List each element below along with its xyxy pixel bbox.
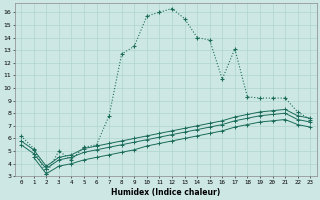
X-axis label: Humidex (Indice chaleur): Humidex (Indice chaleur) (111, 188, 220, 197)
